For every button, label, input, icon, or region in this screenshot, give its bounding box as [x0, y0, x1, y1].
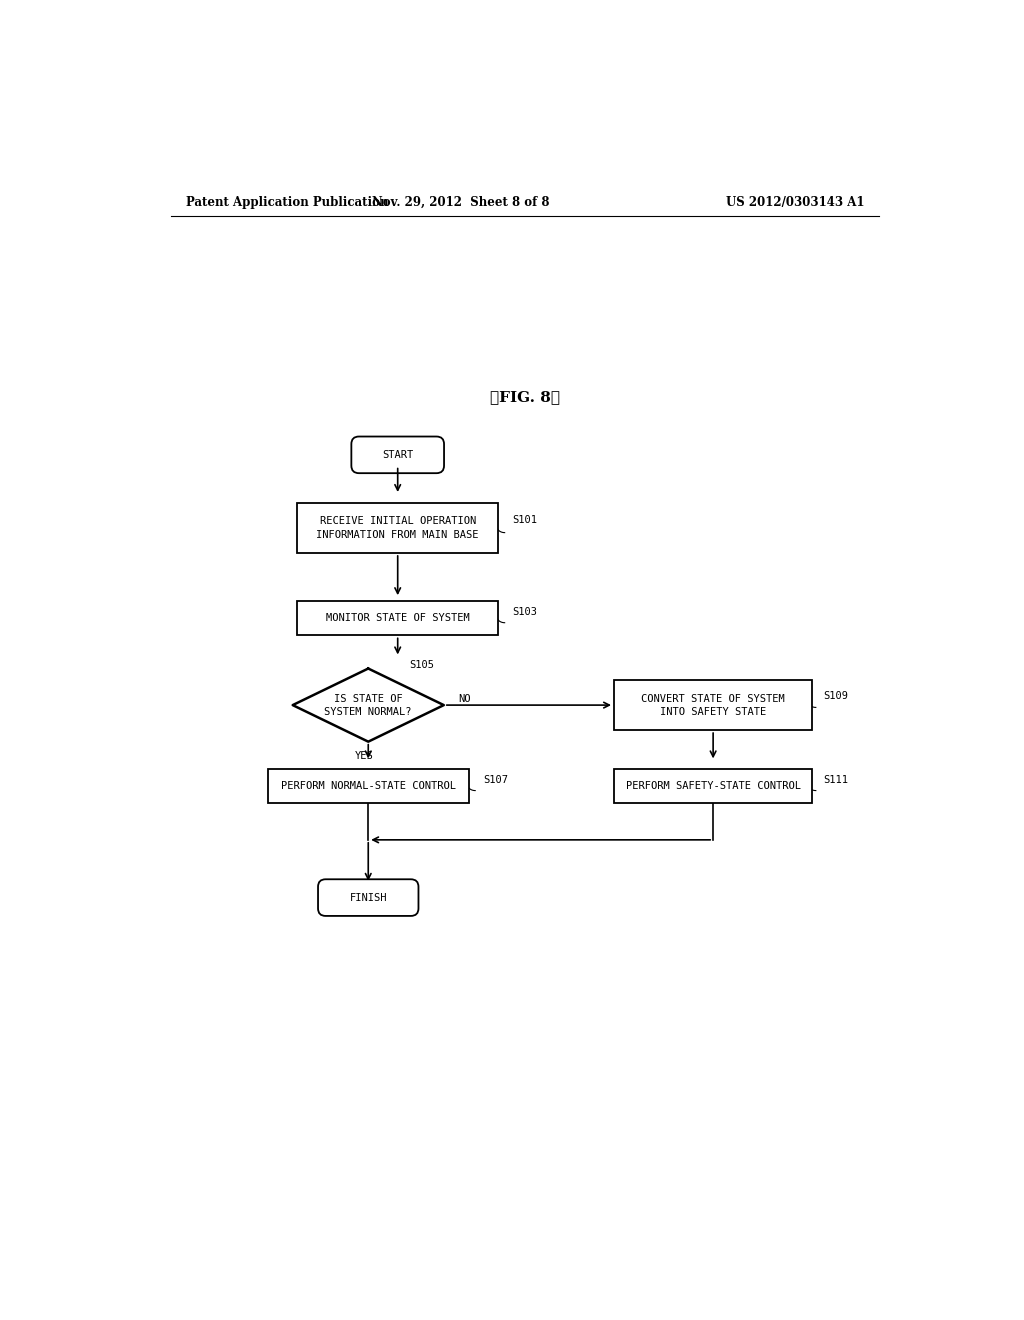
Text: US 2012/0303143 A1: US 2012/0303143 A1: [726, 195, 864, 209]
Text: Nov. 29, 2012  Sheet 8 of 8: Nov. 29, 2012 Sheet 8 of 8: [373, 195, 550, 209]
Text: MONITOR STATE OF SYSTEM: MONITOR STATE OF SYSTEM: [326, 612, 470, 623]
Bar: [297, 601, 499, 635]
Text: PERFORM NORMAL-STATE CONTROL: PERFORM NORMAL-STATE CONTROL: [281, 781, 456, 791]
FancyBboxPatch shape: [351, 437, 444, 473]
Text: IS STATE OF
SYSTEM NORMAL?: IS STATE OF SYSTEM NORMAL?: [325, 693, 412, 717]
Text: S105: S105: [410, 660, 434, 671]
Text: YES: YES: [355, 751, 374, 760]
Text: S111: S111: [823, 775, 849, 785]
Bar: [297, 503, 499, 553]
Text: S103: S103: [512, 607, 538, 616]
Bar: [614, 768, 812, 804]
Text: START: START: [382, 450, 414, 459]
FancyBboxPatch shape: [318, 879, 419, 916]
Text: S109: S109: [823, 690, 849, 701]
Text: 』FIG. 8】: 』FIG. 8】: [489, 391, 560, 404]
Bar: [614, 680, 812, 730]
Polygon shape: [293, 668, 443, 742]
Text: NO: NO: [458, 694, 470, 704]
Text: FINISH: FINISH: [349, 892, 387, 903]
Text: CONVERT STATE OF SYSTEM
INTO SAFETY STATE: CONVERT STATE OF SYSTEM INTO SAFETY STAT…: [641, 693, 785, 717]
Text: PERFORM SAFETY-STATE CONTROL: PERFORM SAFETY-STATE CONTROL: [626, 781, 801, 791]
Text: S107: S107: [483, 775, 508, 785]
Text: S101: S101: [512, 515, 538, 525]
Text: RECEIVE INITIAL OPERATION
INFORMATION FROM MAIN BASE: RECEIVE INITIAL OPERATION INFORMATION FR…: [316, 516, 479, 540]
Text: Patent Application Publication: Patent Application Publication: [186, 195, 389, 209]
Bar: [267, 768, 469, 804]
